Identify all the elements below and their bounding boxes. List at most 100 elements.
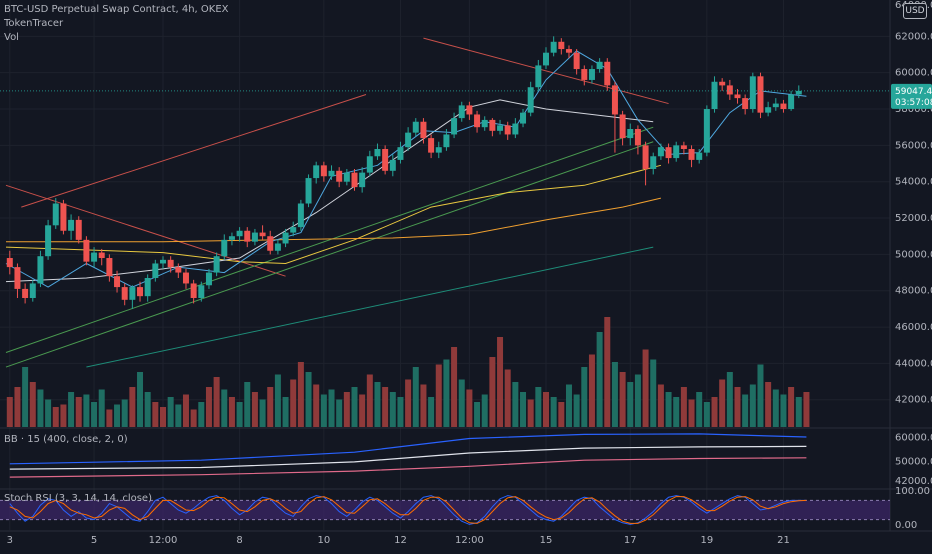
price-tick-label: 52000.0 (895, 213, 932, 224)
volume-bar (60, 404, 67, 427)
volume-bar (680, 387, 687, 427)
volume-bar (290, 379, 297, 427)
time-tick-label: 19 (700, 535, 713, 546)
volume-bar (228, 397, 235, 427)
volume-bar (474, 402, 481, 427)
candle-body (443, 134, 450, 148)
volume-bar (435, 364, 442, 427)
time-tick-label: 12:00 (149, 535, 178, 546)
price-tick-label: 56000.0 (895, 140, 932, 151)
volume-bar (711, 397, 718, 427)
candle-body (351, 172, 358, 188)
price-tick-label: 58000.0 (895, 104, 932, 115)
candle-body (328, 170, 335, 177)
volume-bar (282, 397, 289, 427)
candle-body (657, 147, 664, 157)
candle-body (228, 236, 235, 240)
volume-bar (75, 397, 82, 427)
grid-lines (0, 0, 932, 532)
currency-button[interactable]: USD (903, 3, 927, 19)
time-tick-label: 10 (317, 535, 330, 546)
volume-bar (37, 389, 44, 427)
volume-bar (144, 392, 151, 427)
candle-body (665, 147, 672, 159)
volume-bar (650, 359, 657, 427)
candle-body (734, 94, 741, 99)
volume-bar (588, 354, 595, 427)
stoch-axis-label: 100.00 (895, 486, 930, 497)
volume-bar (121, 399, 128, 427)
candle-body (137, 287, 144, 297)
volume-bar (83, 394, 90, 427)
price-tick-label: 48000.0 (895, 286, 932, 297)
volume-bar (742, 394, 749, 427)
candle-body (274, 243, 281, 251)
price-badge-bg (891, 83, 932, 109)
candle-body (22, 288, 29, 298)
stoch-legend: Stoch RSI (3, 3, 14, 14, close) (4, 493, 152, 504)
indicator-legend-tokentracer: TokenTracer (4, 18, 64, 29)
candle-body (320, 165, 327, 177)
candle-body (198, 285, 205, 298)
candle-body (458, 105, 465, 119)
candle-body (405, 132, 412, 148)
candle-body (160, 259, 166, 264)
candle-body (504, 125, 511, 135)
candle-body (520, 112, 527, 124)
volume-bar (520, 392, 527, 427)
volume-bar (765, 382, 772, 427)
bb-line (9, 433, 807, 465)
volume-bar (320, 394, 327, 427)
candle-body (29, 283, 36, 298)
volume-bar (673, 397, 680, 427)
volume-bar (512, 382, 519, 427)
volume-bar (405, 379, 412, 427)
volume-bar (236, 402, 243, 427)
volume-bar (389, 392, 396, 427)
volume-bar (451, 347, 458, 427)
candle-body (420, 121, 427, 139)
symbol-legend: BTC-USD Perpetual Swap Contract, 4h, OKE… (4, 4, 229, 15)
candle-body (190, 283, 197, 298)
time-tick-label: 17 (624, 535, 637, 546)
volume-bar (481, 394, 488, 427)
time-tick-label: 21 (777, 535, 790, 546)
candle-body (106, 258, 113, 277)
volume-bar (757, 364, 764, 427)
trend-line (423, 37, 669, 105)
trend-line (5, 184, 286, 277)
volume-bar (167, 397, 174, 427)
candle-body (412, 121, 419, 133)
indicator-lines (5, 37, 807, 525)
volume-bar (190, 409, 197, 427)
volume-bar (734, 387, 741, 427)
candle-body (757, 76, 764, 113)
volume-bar (642, 349, 649, 427)
candle-body (236, 230, 243, 237)
volume-bar (420, 384, 427, 427)
candle-body (182, 272, 189, 284)
price-tick-label: 60000.0 (895, 68, 932, 79)
volume-bar (160, 407, 166, 427)
volume-bar (6, 397, 13, 427)
volume-bar (351, 387, 358, 427)
candle-body (497, 125, 504, 131)
candle-body (221, 239, 228, 257)
trend-line (21, 94, 367, 208)
candle-body (680, 145, 687, 149)
bb-axis-label: 42000.0 (895, 476, 932, 487)
candle-body (772, 103, 779, 108)
trend-line (5, 126, 654, 353)
candlesticks (6, 36, 802, 309)
candle-body (152, 263, 159, 279)
candle-body (527, 87, 534, 113)
candle-body (336, 170, 343, 182)
volume-bar (581, 367, 588, 427)
price-badge-countdown: 03:57:08 (895, 98, 932, 108)
candle-body (573, 52, 580, 70)
volume-bar (22, 367, 29, 427)
volume-bar (382, 387, 389, 427)
time-tick-label: 3 (7, 535, 13, 546)
